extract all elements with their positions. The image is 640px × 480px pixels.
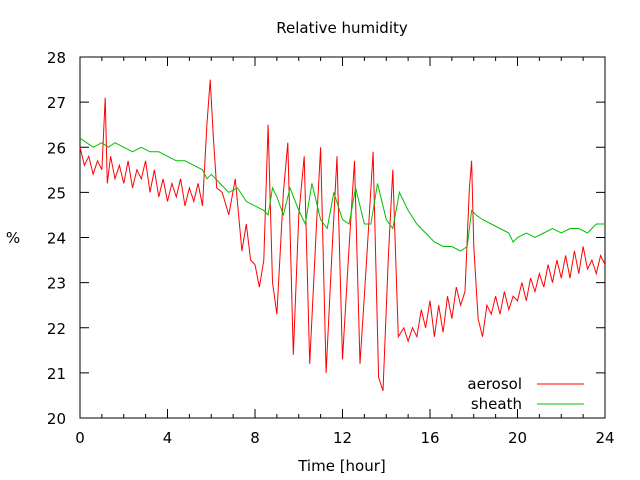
y-tick-label: 28 [47, 49, 66, 67]
x-tick-label: 12 [333, 429, 352, 447]
legend-label-aerosol: aerosol [467, 375, 522, 393]
y-tick-label: 22 [47, 320, 66, 338]
y-axis-label: % [6, 229, 20, 247]
y-tick-label: 26 [47, 139, 66, 157]
x-tick-label: 0 [75, 429, 85, 447]
x-tick-label: 4 [163, 429, 173, 447]
y-tick-label: 27 [47, 94, 66, 112]
chart-title: Relative humidity [276, 19, 408, 37]
y-tick-label: 24 [47, 230, 66, 248]
x-tick-label: 16 [420, 429, 439, 447]
plot-area: 20 21 22 23 24 25 26 27 28 0 4 8 12 16 20 24 [47, 49, 615, 447]
legend: aerosol sheath [467, 375, 584, 413]
x-axis-label: Time [hour] [297, 457, 386, 475]
x-tick-label: 24 [595, 429, 614, 447]
y-tick-label: 23 [47, 275, 66, 293]
y-tick-label: 21 [47, 365, 66, 383]
y-tick-label: 25 [47, 184, 66, 202]
plot-frame [79, 56, 606, 419]
legend-label-sheath: sheath [471, 395, 522, 413]
series-line-sheath [79, 137, 605, 252]
y-tick-label: 20 [47, 410, 66, 428]
x-tick-label: 8 [250, 429, 260, 447]
x-tick-label: 20 [508, 429, 527, 447]
series-line-aerosol [79, 79, 606, 392]
